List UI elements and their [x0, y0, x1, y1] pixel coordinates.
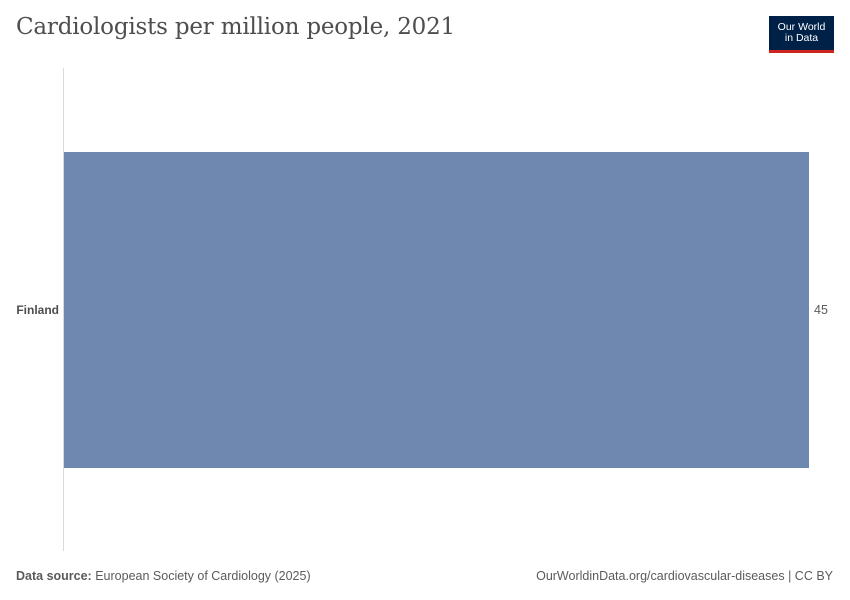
logo-line-1: Our World: [777, 21, 826, 33]
category-label-finland: Finland: [16, 303, 59, 317]
value-label-finland: 45: [814, 303, 828, 317]
logo-line-2: in Data: [784, 32, 819, 44]
data-source-text: European Society of Cardiology (2025): [95, 569, 311, 583]
footer-url[interactable]: OurWorldinData.org/cardiovascular-diseas…: [536, 569, 833, 583]
footer-url-text[interactable]: OurWorldinData.org/cardiovascular-diseas…: [536, 569, 785, 583]
bar-finland[interactable]: [64, 152, 809, 468]
owid-logo[interactable]: Our World in Data: [769, 16, 834, 53]
data-source: Data source: European Society of Cardiol…: [16, 569, 311, 583]
chart-title: Cardiologists per million people, 2021: [16, 14, 455, 40]
footer-license: | CC BY: [788, 569, 833, 583]
data-source-label: Data source:: [16, 569, 92, 583]
